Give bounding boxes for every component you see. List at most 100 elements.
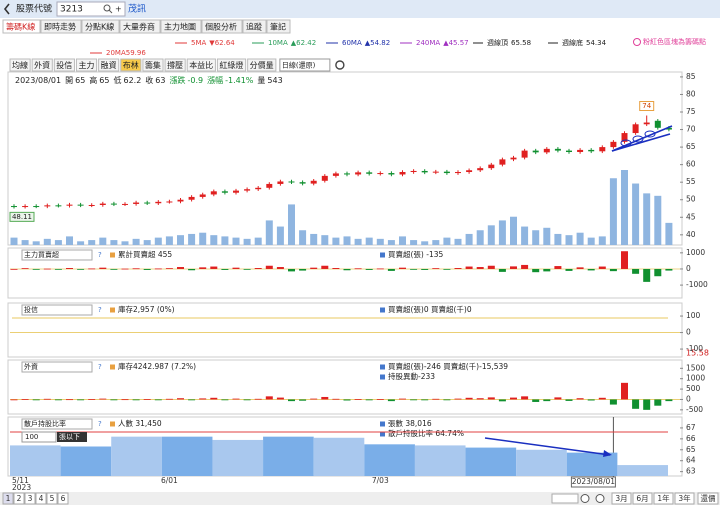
reset-button[interactable] [697,492,719,505]
x-tick-label: 5/11 [12,476,29,485]
zoom-button[interactable] [595,494,605,503]
indicator-select[interactable] [21,361,93,373]
bar [443,268,451,270]
bar [532,399,540,402]
range-button[interactable] [674,492,695,505]
x-tick-label: 7/03 [372,476,389,485]
bar [432,398,440,400]
bar [154,268,162,270]
info-label: 漲幅 [207,75,223,85]
period-select[interactable] [279,58,331,72]
page-button[interactable] [35,492,47,505]
candle-body [521,150,528,158]
indicator-select[interactable] [21,418,93,430]
tool-button[interactable] [120,58,142,72]
volume-bar [254,237,262,245]
tool-button[interactable] [53,58,75,72]
tab[interactable] [201,19,243,34]
candle-body [255,187,262,190]
tab[interactable] [242,19,267,34]
back-button[interactable] [3,3,10,15]
bar [321,396,329,400]
page-button[interactable] [24,492,36,505]
top-bar [0,0,720,18]
candle-body [388,173,395,175]
volume-bar [554,233,562,245]
add-icon[interactable]: + [115,5,122,14]
volume-bar [387,240,395,245]
tab[interactable] [266,19,291,34]
volume-bar [354,238,362,245]
range-button[interactable] [653,492,674,505]
tool-button[interactable] [98,58,120,72]
bar [521,264,529,269]
max-label-box [639,101,655,112]
volume-bar [121,241,129,245]
tab[interactable] [2,19,41,34]
page-button[interactable] [2,492,14,505]
ma-arrow: ▲ [443,39,449,47]
tab[interactable] [160,19,202,34]
info-label: 2023/08/01 [15,76,61,85]
note: 粉紅色區塊為籌碼點 [643,37,706,46]
bar [265,265,273,269]
y-tick-label: -1000 [686,280,708,289]
zoom-button[interactable] [580,494,590,503]
tool-button[interactable] [186,58,216,72]
bar [10,268,18,270]
page-button[interactable] [13,492,25,505]
page-button[interactable] [46,492,58,505]
panel-legend: 買賣超(張) -135 [388,249,443,259]
code-label: 股票代號 [16,3,52,15]
tool-button[interactable] [31,58,53,72]
tool-button[interactable] [142,58,164,72]
volume-bar [177,235,184,245]
info-value: 62.2 [123,76,141,85]
size-select[interactable] [21,431,57,443]
indicator-select[interactable] [21,304,93,316]
panel [7,302,683,358]
panel-legend: 庫存4242.987 (7.2%) [118,361,196,371]
scrollbar[interactable] [551,493,579,504]
bar [665,399,673,402]
bar [543,399,551,402]
indicator-select[interactable] [21,249,93,261]
tool-button[interactable] [247,58,277,72]
ma-value: 62.64 [215,39,236,47]
volume-bar [410,240,418,245]
search-icon[interactable] [103,4,111,12]
candle-body [77,204,84,206]
bar [177,398,184,400]
bar [54,268,62,270]
tool-label: 均線 [12,60,28,70]
page-label: 5 [50,494,55,503]
range-button[interactable] [632,492,653,505]
bar [110,268,118,270]
tab[interactable] [40,19,82,34]
legend-swatch [110,307,115,313]
candle-body [366,172,373,174]
volume-bar [421,241,429,245]
tool-label: 分價量 [250,61,274,70]
page-button[interactable] [57,492,69,505]
stock-name[interactable]: 茂訊 [128,3,146,15]
tool-button[interactable] [164,58,186,72]
settings-icon[interactable] [335,60,345,70]
bar [232,267,240,269]
range-button[interactable] [611,492,632,505]
bar [299,399,307,401]
tool-button[interactable] [9,58,31,72]
y-tick-label: 63 [686,467,696,476]
volume-bar [232,237,240,245]
crosshair-date: 2023/08/01 [572,477,615,486]
tab[interactable] [119,19,161,34]
legend-swatch [380,421,385,427]
tool-button[interactable] [75,58,98,72]
candle-body [110,203,117,205]
page-label: 2 [17,494,22,503]
tab[interactable] [81,19,120,34]
range-label: 3年 [678,493,691,503]
bar [43,398,51,400]
volume-bar [77,241,85,245]
tool-button[interactable] [216,58,247,72]
